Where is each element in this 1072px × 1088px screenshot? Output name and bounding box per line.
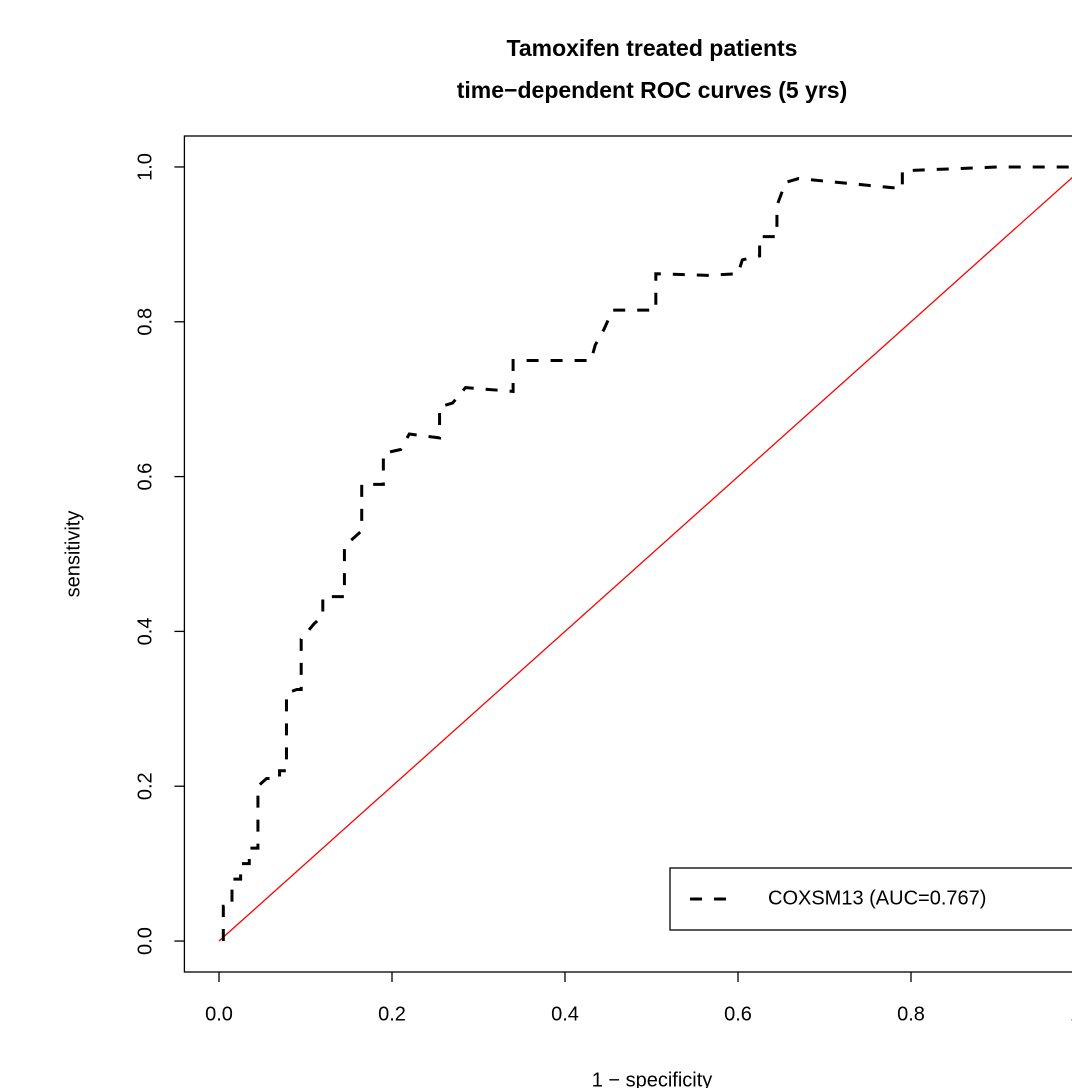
chart-subtitle: time−dependent ROC curves (5 yrs) [457, 77, 847, 103]
legend-label: COXSM13 (AUC=0.767) [768, 887, 986, 909]
y-tick-label: 0.2 [135, 772, 157, 800]
x-tick-label: 0.8 [897, 1003, 925, 1025]
legend-box [669, 867, 1072, 931]
x-tick-label: 1.0 [1070, 1003, 1072, 1025]
y-tick-label: 0.4 [135, 618, 157, 646]
x-tick-label: 0.0 [205, 1003, 233, 1025]
x-tick-label: 0.6 [724, 1003, 752, 1025]
roc-curve [221, 165, 1072, 942]
x-tick-label: 0.4 [551, 1003, 579, 1025]
diagonal-line [218, 176, 1072, 942]
y-tick-label: 1.0 [135, 153, 157, 181]
plot-frame [183, 135, 1072, 973]
y-tick-label: 0.6 [135, 463, 157, 491]
y-axis-label: sensitivity [62, 511, 84, 598]
y-tick-label: 0.0 [135, 927, 157, 955]
chart-title: Tamoxifen treated patients [507, 35, 798, 61]
y-tick-label: 0.8 [135, 308, 157, 336]
x-axis-label: 1 − specificity [592, 1069, 713, 1088]
x-tick-label: 0.2 [378, 1003, 406, 1025]
